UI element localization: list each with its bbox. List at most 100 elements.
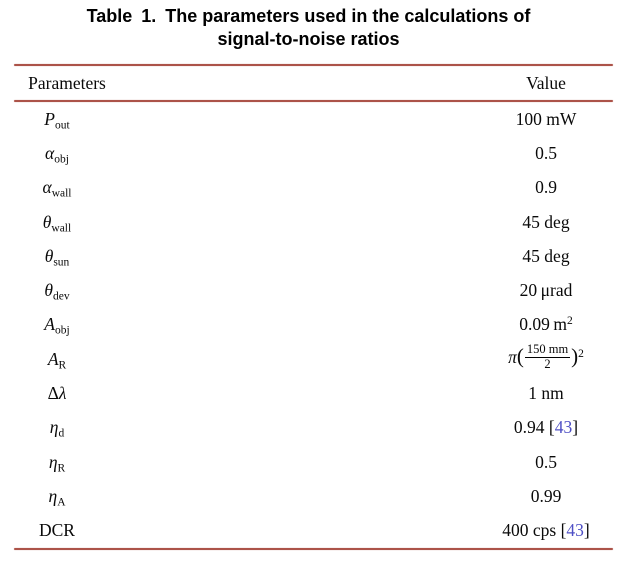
param-symbol: A: [47, 348, 59, 369]
table-row: αobj 0.5: [14, 136, 613, 170]
value-text: 0.5: [535, 451, 557, 472]
param-symbol: A: [44, 314, 55, 335]
param-cell: ηR: [14, 451, 100, 475]
value-text: ]: [572, 417, 579, 438]
param-symbol: A: [57, 496, 66, 509]
param-cell: ηd: [14, 417, 100, 440]
value-cell: 100 mW: [479, 109, 613, 130]
value-cell: 0.5: [479, 143, 613, 164]
value-text: 0.9: [535, 177, 557, 198]
table-row: Aobj 0.09 m2: [14, 308, 613, 342]
param-symbol: η: [48, 485, 58, 506]
value-text: 1 nm: [528, 383, 564, 404]
param-cell: θdev: [14, 280, 100, 303]
param-cell: θwall: [14, 211, 100, 235]
param-symbol: wall: [51, 222, 72, 235]
param-cell: Aobj: [14, 314, 100, 337]
param-symbol: R: [57, 462, 66, 475]
fraction-numerator: 150 mm: [524, 342, 571, 359]
value-text: (: [516, 344, 524, 369]
value-text: 400 cps: [502, 520, 561, 541]
param-cell: θsun: [14, 245, 100, 269]
value-text: 2: [578, 348, 584, 361]
value-text: 0.5: [535, 142, 557, 163]
param-cell: Δλ: [14, 383, 100, 404]
param-symbol: η: [49, 417, 59, 438]
value-text: [: [548, 417, 555, 438]
param-symbol: λ: [58, 383, 67, 404]
param-symbol: wall: [51, 187, 72, 200]
param-cell: AR: [14, 348, 100, 372]
value-text: 100 mW: [515, 108, 577, 129]
table-caption: Table 1. The parameters used in the calc…: [0, 5, 617, 51]
value-cell: 45 deg: [479, 246, 613, 267]
param-cell: αobj: [14, 142, 100, 166]
value-text: π: [508, 347, 517, 368]
value-text: 0.99: [530, 485, 562, 506]
param-symbol: R: [58, 359, 67, 372]
fraction: 150 mm 2: [524, 342, 571, 373]
value-cell: 45 deg: [479, 212, 613, 233]
value-text: 45 deg: [522, 211, 570, 232]
citation-link[interactable]: 43: [566, 520, 584, 541]
param-symbol: obj: [55, 324, 70, 337]
param-cell: αwall: [14, 177, 100, 200]
param-symbol: θ: [42, 211, 52, 232]
param-cell: DCR: [14, 520, 100, 541]
table-header-row: Parameters Value: [14, 66, 613, 100]
value-text: 20 μrad: [519, 280, 573, 301]
table-rule-mid: [14, 100, 613, 102]
value-cell: 1 nm: [479, 383, 613, 404]
table-row: Pout 100 mW: [14, 102, 613, 136]
param-symbol: DCR: [39, 520, 75, 541]
value-text: 45 deg: [522, 245, 570, 266]
param-symbol: α: [45, 142, 55, 163]
param-symbol: sun: [53, 256, 70, 269]
header-parameters: Parameters: [28, 72, 106, 93]
parameters-table: Parameters Value Pout 100 mW αobj 0.5 αwall 0…: [14, 64, 613, 550]
value-text: 0.09 m: [519, 314, 567, 335]
header-value: Value: [526, 72, 566, 93]
param-symbol: d: [58, 427, 65, 440]
param-symbol: P: [44, 108, 55, 129]
table-rule-top: [14, 64, 613, 66]
value-cell: π(150 mm 2)2: [479, 342, 613, 374]
citation-link[interactable]: 43: [554, 417, 573, 438]
table-rows: Pout 100 mW αobj 0.5 αwall 0.9 θwall 45 deg θsun…: [14, 102, 613, 548]
table-caption-line2: signal-to-noise ratios: [217, 29, 400, 49]
table-row: DCR 400 cps [43]: [14, 514, 613, 548]
value-cell: 0.5: [479, 452, 613, 473]
value-cell: 20 μrad: [479, 280, 613, 301]
param-symbol: Δ: [47, 383, 59, 404]
param-symbol: θ: [44, 245, 54, 266]
value-cell: 0.94 [43]: [479, 417, 613, 438]
param-symbol: α: [42, 177, 52, 198]
table-row: θdev 20 μrad: [14, 273, 613, 307]
value-text: ]: [583, 520, 590, 541]
value-cell: 0.99: [479, 486, 613, 507]
fraction-denominator: 2: [544, 357, 551, 372]
param-symbol: dev: [53, 290, 70, 303]
table-rule-bottom: [14, 547, 613, 550]
table-row: AR π(150 mm 2)2: [14, 342, 613, 376]
table-row: αwall 0.9: [14, 171, 613, 205]
param-cell: ηA: [14, 485, 100, 509]
table-row: ηA 0.99: [14, 479, 613, 513]
param-symbol: η: [48, 451, 58, 472]
table-caption-line1: Table 1. The parameters used in the calc…: [86, 6, 531, 26]
table-row: Δλ 1 nm: [14, 376, 613, 410]
param-symbol: out: [55, 119, 70, 132]
value-text: ): [571, 344, 579, 369]
table-row: ηR 0.5: [14, 445, 613, 479]
table-row: θwall 45 deg: [14, 205, 613, 239]
value-cell: 0.9: [479, 177, 613, 198]
value-cell: 0.09 m2: [479, 314, 613, 335]
value-text: [: [560, 520, 567, 541]
value-text: 2: [567, 315, 573, 328]
table-row: ηd 0.94 [43]: [14, 411, 613, 445]
param-symbol: θ: [44, 280, 53, 301]
value-cell: 400 cps [43]: [479, 520, 613, 541]
value-text: 0.94: [513, 417, 549, 438]
param-symbol: obj: [54, 153, 69, 166]
